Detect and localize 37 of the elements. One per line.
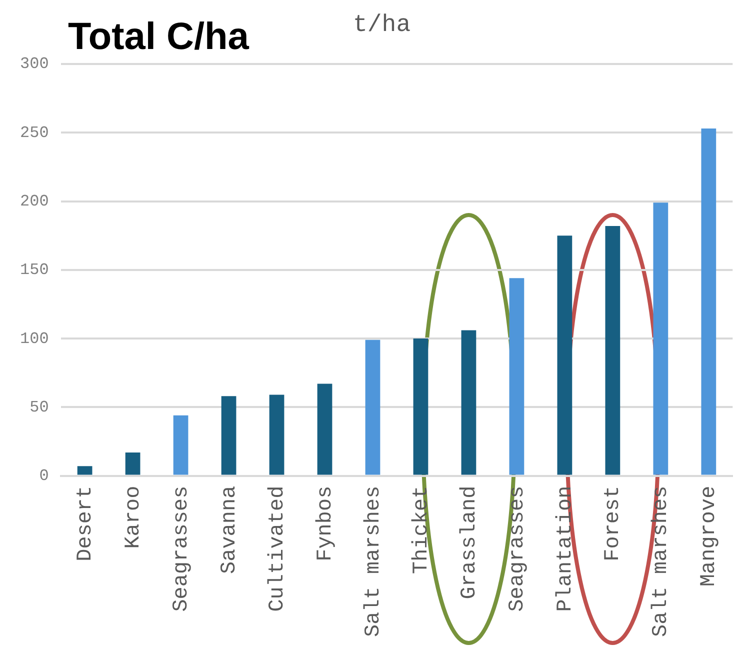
y-tick-label: 100 (20, 330, 49, 348)
chart-title: Total C/ha (68, 16, 249, 59)
bar (653, 202, 668, 475)
y-tick-label: 0 (39, 467, 49, 486)
bar (365, 340, 380, 475)
x-tick-label: Mangrove (698, 486, 722, 587)
x-tick-label: Seagrasses (506, 486, 530, 612)
x-tick-label: Seagrasses (170, 486, 194, 612)
x-tick-label: Forest (602, 486, 626, 562)
x-tick-label: Grassland (458, 486, 482, 600)
bar (701, 128, 716, 475)
bar (221, 396, 236, 475)
bar (173, 415, 188, 475)
bar (605, 226, 620, 475)
x-tick-label: Salt marshes (650, 486, 674, 638)
bar (557, 236, 572, 475)
x-tick-label: Desert (74, 486, 98, 562)
chart-subtitle: t/ha (353, 12, 411, 39)
bar (125, 452, 140, 475)
x-tick-label: Plantation (554, 486, 578, 612)
x-tick-label: Karoo (122, 486, 146, 549)
y-tick-label: 200 (20, 192, 49, 210)
x-tick-label: Savanna (218, 486, 242, 574)
bar (461, 330, 476, 475)
y-tick-label: 300 (20, 55, 49, 74)
x-tick-label: Cultivated (266, 486, 290, 612)
bar (317, 384, 332, 475)
x-tick-label: Salt marshes (362, 486, 386, 638)
bar (413, 338, 428, 475)
y-tick-label: 50 (30, 398, 49, 416)
y-tick-label: 150 (20, 261, 49, 280)
x-tick-label: Thicket (410, 486, 434, 574)
bar (509, 278, 524, 475)
x-tick-label: Fynbos (314, 486, 338, 562)
bar (269, 394, 284, 475)
bar (77, 466, 92, 475)
y-tick-label: 250 (20, 124, 49, 142)
